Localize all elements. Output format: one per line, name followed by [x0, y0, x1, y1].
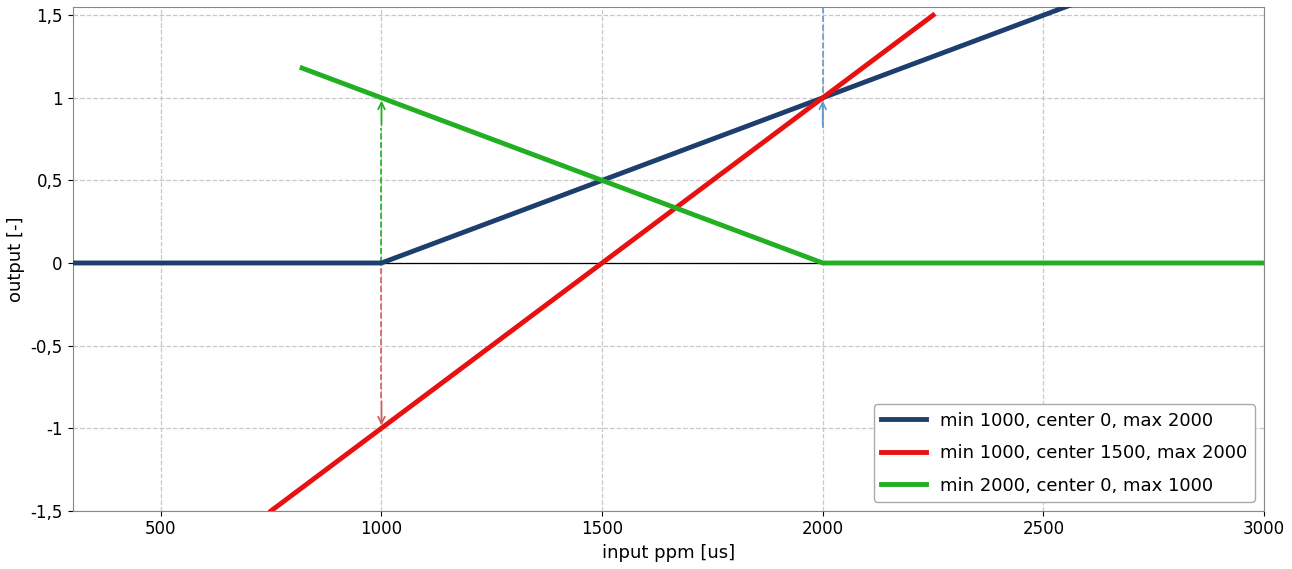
min 2000, center 0, max 1000 — [373, 94, 389, 101]
Line: min 1000, center 0, max 2000: min 1000, center 0, max 2000 — [72, 0, 1264, 263]
Line: min 2000, center 0, max 1000: min 2000, center 0, max 1000 — [302, 68, 1264, 263]
Y-axis label: output [-]: output [-] — [6, 216, 25, 302]
min 2000, center 0, max 1000 — [295, 65, 310, 72]
min 1000, center 0, max 2000 — [373, 259, 389, 266]
min 1000, center 0, max 2000 — [65, 259, 80, 266]
min 2000, center 0, max 1000 — [1256, 259, 1271, 266]
X-axis label: input ppm [us]: input ppm [us] — [602, 544, 735, 562]
Legend: min 1000, center 0, max 2000, min 1000, center 1500, max 2000, min 2000, center : min 1000, center 0, max 2000, min 1000, … — [873, 405, 1255, 502]
min 2000, center 0, max 1000 — [815, 259, 831, 266]
